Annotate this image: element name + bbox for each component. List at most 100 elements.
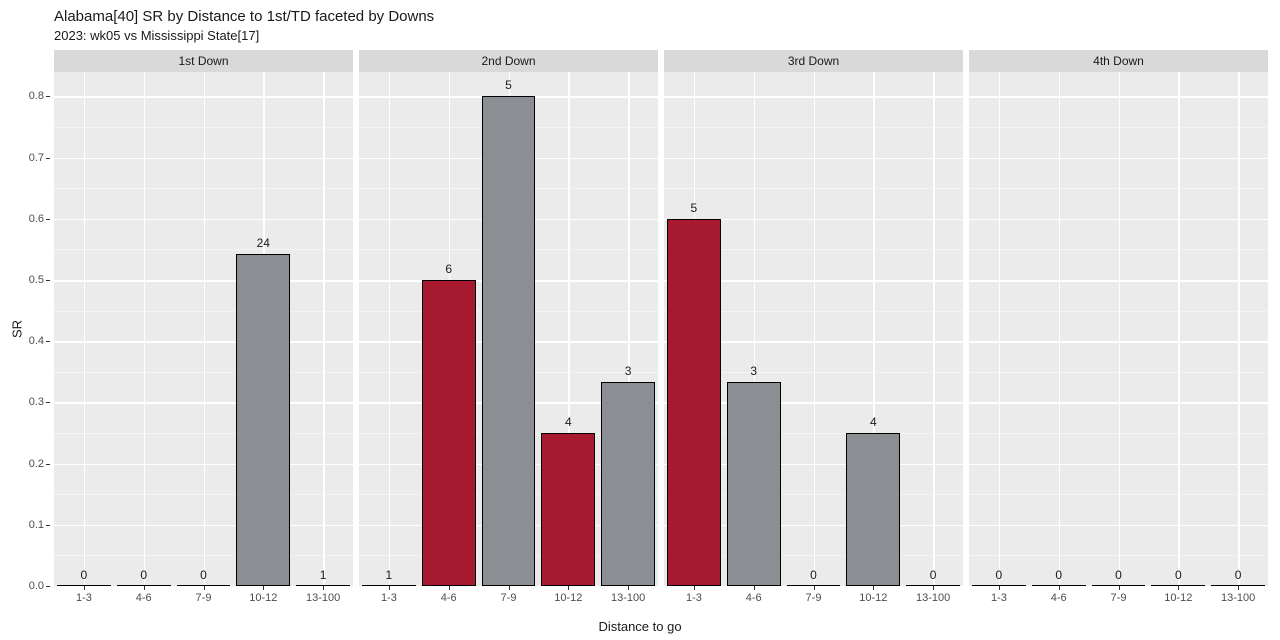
plot-area: 1st Down01-304-607-92410-12113-1002nd Do… <box>54 50 1268 586</box>
bar <box>482 96 536 586</box>
x-tick-label: 1-3 <box>991 592 1007 604</box>
x-tick <box>263 586 264 590</box>
x-tick <box>144 586 145 590</box>
bar <box>541 433 595 586</box>
x-tick-label: 10-12 <box>249 592 277 604</box>
x-tick <box>694 586 695 590</box>
y-tick <box>46 586 50 587</box>
bar-label: 0 <box>140 568 147 582</box>
x-tick <box>1059 586 1060 590</box>
gridline-v <box>933 72 935 586</box>
bar <box>727 382 781 586</box>
bar-label: 0 <box>1235 568 1242 582</box>
bar-label: 5 <box>505 78 512 92</box>
facet-panel: 51-334-607-9410-12013-100 <box>664 72 963 586</box>
x-tick <box>84 586 85 590</box>
x-tick-label: 7-9 <box>1111 592 1127 604</box>
bar-label: 0 <box>996 568 1003 582</box>
x-tick-label: 10-12 <box>1164 592 1192 604</box>
x-tick <box>509 586 510 590</box>
gridline-v <box>1119 72 1121 586</box>
bar-label: 3 <box>750 364 757 378</box>
gridline-v <box>84 72 86 586</box>
y-tick-label: 0.6 <box>29 213 44 225</box>
x-tick-label: 10-12 <box>554 592 582 604</box>
x-tick-label: 13-100 <box>306 592 340 604</box>
gridline-v <box>1178 72 1180 586</box>
x-tick-label: 1-3 <box>76 592 92 604</box>
x-tick-label: 7-9 <box>501 592 517 604</box>
chart-title: Alabama[40] SR by Distance to 1st/TD fac… <box>54 8 434 25</box>
bar-label: 0 <box>200 568 207 582</box>
x-tick-label: 10-12 <box>859 592 887 604</box>
gridline-v <box>1059 72 1061 586</box>
y-tick <box>46 219 50 220</box>
y-tick <box>46 158 50 159</box>
facet: 4th Down01-304-607-9010-12013-100 <box>969 50 1268 586</box>
facet: 3rd Down51-334-607-9410-12013-100 <box>664 50 963 586</box>
bar-label: 0 <box>930 568 937 582</box>
facet-panel: 01-304-607-9010-12013-100 <box>969 72 1268 586</box>
x-tick <box>323 586 324 590</box>
x-tick <box>449 586 450 590</box>
bar <box>667 219 721 586</box>
x-tick <box>1119 586 1120 590</box>
x-tick-label: 1-3 <box>381 592 397 604</box>
x-tick-label: 7-9 <box>806 592 822 604</box>
gridline-v <box>1238 72 1240 586</box>
facet: 2nd Down11-364-657-9410-12313-100 <box>359 50 658 586</box>
x-tick-label: 4-6 <box>136 592 152 604</box>
facet-strip: 4th Down <box>969 50 1268 72</box>
x-tick-label: 13-100 <box>1221 592 1255 604</box>
y-tick-label: 0.8 <box>29 90 44 102</box>
x-tick <box>873 586 874 590</box>
y-tick <box>46 464 50 465</box>
x-tick <box>1238 586 1239 590</box>
gridline-v <box>144 72 146 586</box>
x-tick-label: 13-100 <box>916 592 950 604</box>
bar-label: 4 <box>565 415 572 429</box>
chart-subtitle: 2023: wk05 vs Mississippi State[17] <box>54 28 259 43</box>
gridline-v <box>323 72 325 586</box>
y-axis: SR 0.00.10.20.30.40.50.60.70.8 <box>0 72 54 586</box>
gridline-v <box>389 72 391 586</box>
x-tick-label: 13-100 <box>611 592 645 604</box>
bar-label: 0 <box>1115 568 1122 582</box>
x-tick <box>1178 586 1179 590</box>
bar-label: 0 <box>81 568 88 582</box>
x-tick <box>204 586 205 590</box>
x-tick <box>568 586 569 590</box>
bar-label: 6 <box>445 262 452 276</box>
bar-label: 24 <box>257 236 270 250</box>
y-tick-label: 0.4 <box>29 335 44 347</box>
bar-label: 4 <box>870 415 877 429</box>
x-tick-label: 4-6 <box>746 592 762 604</box>
bar-label: 0 <box>810 568 817 582</box>
chart-container: Alabama[40] SR by Distance to 1st/TD fac… <box>0 0 1280 640</box>
x-tick <box>814 586 815 590</box>
y-tick <box>46 280 50 281</box>
bar-label: 0 <box>1055 568 1062 582</box>
facet-panel: 01-304-607-92410-12113-100 <box>54 72 353 586</box>
y-tick-label: 0.1 <box>29 519 44 531</box>
bar-label: 5 <box>691 201 698 215</box>
bar <box>846 433 900 586</box>
y-tick-label: 0.5 <box>29 274 44 286</box>
bar-label: 1 <box>320 568 327 582</box>
facet: 1st Down01-304-607-92410-12113-100 <box>54 50 353 586</box>
gridline-v <box>999 72 1001 586</box>
facet-strip: 3rd Down <box>664 50 963 72</box>
y-tick-label: 0.0 <box>29 580 44 592</box>
facet-strip: 2nd Down <box>359 50 658 72</box>
x-tick <box>389 586 390 590</box>
x-tick-label: 4-6 <box>1051 592 1067 604</box>
x-axis-title: Distance to go <box>598 619 681 634</box>
y-tick-label: 0.2 <box>29 458 44 470</box>
y-tick <box>46 402 50 403</box>
x-tick <box>628 586 629 590</box>
y-tick <box>46 96 50 97</box>
y-tick-label: 0.3 <box>29 396 44 408</box>
gridline-v <box>204 72 206 586</box>
facet-panel: 11-364-657-9410-12313-100 <box>359 72 658 586</box>
gridline-v <box>814 72 816 586</box>
